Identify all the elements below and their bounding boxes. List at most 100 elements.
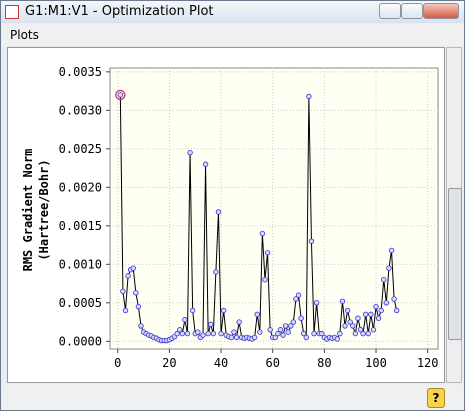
data-point [313, 300, 320, 306]
close-button[interactable] [423, 3, 459, 19]
y-tick-label: 0.0005 [59, 296, 102, 310]
x-tick-label: 20 [162, 356, 176, 370]
data-point [213, 269, 219, 275]
plot-area [109, 67, 439, 350]
y-tick-label: 0.0020 [59, 180, 102, 194]
data-point [218, 330, 224, 337]
menu-bar: Plots [2, 24, 463, 46]
data-point [254, 311, 260, 318]
data-point [350, 323, 356, 329]
data-point [182, 317, 188, 323]
data-point [117, 92, 124, 98]
y-tick-label: 0.0015 [59, 219, 102, 233]
data-point [282, 323, 289, 329]
data-point [337, 330, 343, 337]
data-point [233, 334, 240, 341]
y-axis-label: (Hartree/Bohr) [37, 159, 51, 260]
data-point [179, 330, 186, 337]
scrollbar[interactable] [446, 47, 462, 383]
data-point [285, 329, 291, 335]
chart: RMS Gradient Norm (Hartree/Bohr) 0.0000 0… [21, 65, 439, 370]
minimize-button[interactable] [379, 3, 401, 19]
data-point [344, 307, 351, 314]
data-point [262, 277, 268, 283]
x-tick-label: 80 [317, 356, 331, 370]
data-point [277, 327, 284, 333]
y-tick-label: 0.0000 [59, 334, 102, 348]
data-point [189, 307, 196, 314]
x-tick-label: 60 [265, 356, 279, 370]
data-point [375, 315, 382, 321]
data-point [386, 265, 392, 271]
data-point [200, 332, 206, 338]
app-icon [5, 5, 19, 19]
data-point [259, 230, 266, 237]
data-point [288, 323, 294, 329]
data-point [290, 319, 297, 325]
data-point [352, 330, 359, 337]
x-tick-label: 40 [214, 356, 228, 370]
title-bar: G1:M1:V1 - Optimization Plot [1, 1, 464, 23]
data-point [177, 327, 183, 333]
data-point [339, 298, 346, 304]
data-point [236, 319, 242, 325]
data-point [303, 334, 309, 341]
data-point [202, 161, 209, 167]
data-point [122, 307, 129, 314]
data-point [228, 334, 235, 341]
x-tick-label: 0 [114, 356, 121, 370]
x-tick-label: 100 [365, 356, 387, 370]
data-point [138, 323, 144, 329]
data-point [275, 330, 281, 337]
data-point [360, 330, 366, 337]
data-point [306, 93, 312, 100]
data-point [308, 238, 315, 244]
y-tick-label: 0.0025 [59, 142, 102, 156]
data-point [391, 296, 397, 302]
y-axis-label: RMS Gradient Norm [21, 149, 35, 272]
data-point [184, 330, 191, 337]
y-tick-label: 0.0010 [59, 257, 102, 271]
data-point [365, 330, 371, 337]
data-point [368, 311, 374, 318]
data-point [208, 321, 214, 328]
menu-item[interactable]: Plots [10, 28, 39, 42]
help-button[interactable]: ? [427, 388, 445, 408]
data-point [272, 334, 278, 341]
highlight-point [115, 89, 126, 101]
data-point [174, 330, 180, 337]
data-point [187, 149, 193, 156]
data-point [133, 290, 139, 296]
data-point [280, 332, 286, 338]
data-point [298, 315, 304, 321]
data-point [378, 307, 384, 314]
data-point [388, 247, 395, 254]
data-point [311, 330, 317, 337]
data-point [231, 329, 237, 335]
data-point [220, 307, 227, 314]
data-point [383, 300, 390, 306]
status-bar: ? [2, 385, 463, 410]
data-point [295, 292, 302, 298]
data-point [355, 315, 361, 321]
data-point [210, 330, 217, 337]
data-point [319, 330, 325, 337]
data-point [381, 277, 387, 283]
data-point [125, 273, 131, 279]
x-tick-label: 120 [417, 356, 439, 370]
scroll-thumb[interactable] [448, 188, 462, 340]
y-tick-label: 0.0035 [59, 65, 102, 79]
maximize-button[interactable] [401, 3, 423, 19]
data-point [215, 209, 222, 215]
data-point [264, 250, 271, 256]
data-point [373, 303, 379, 310]
data-point [251, 334, 258, 341]
data-point [293, 296, 299, 302]
data-point [257, 329, 263, 335]
data-point [205, 330, 211, 337]
y-tick-label: 0.0030 [59, 103, 102, 117]
data-point [267, 327, 273, 333]
data-point [393, 307, 400, 314]
data-point [334, 336, 340, 342]
